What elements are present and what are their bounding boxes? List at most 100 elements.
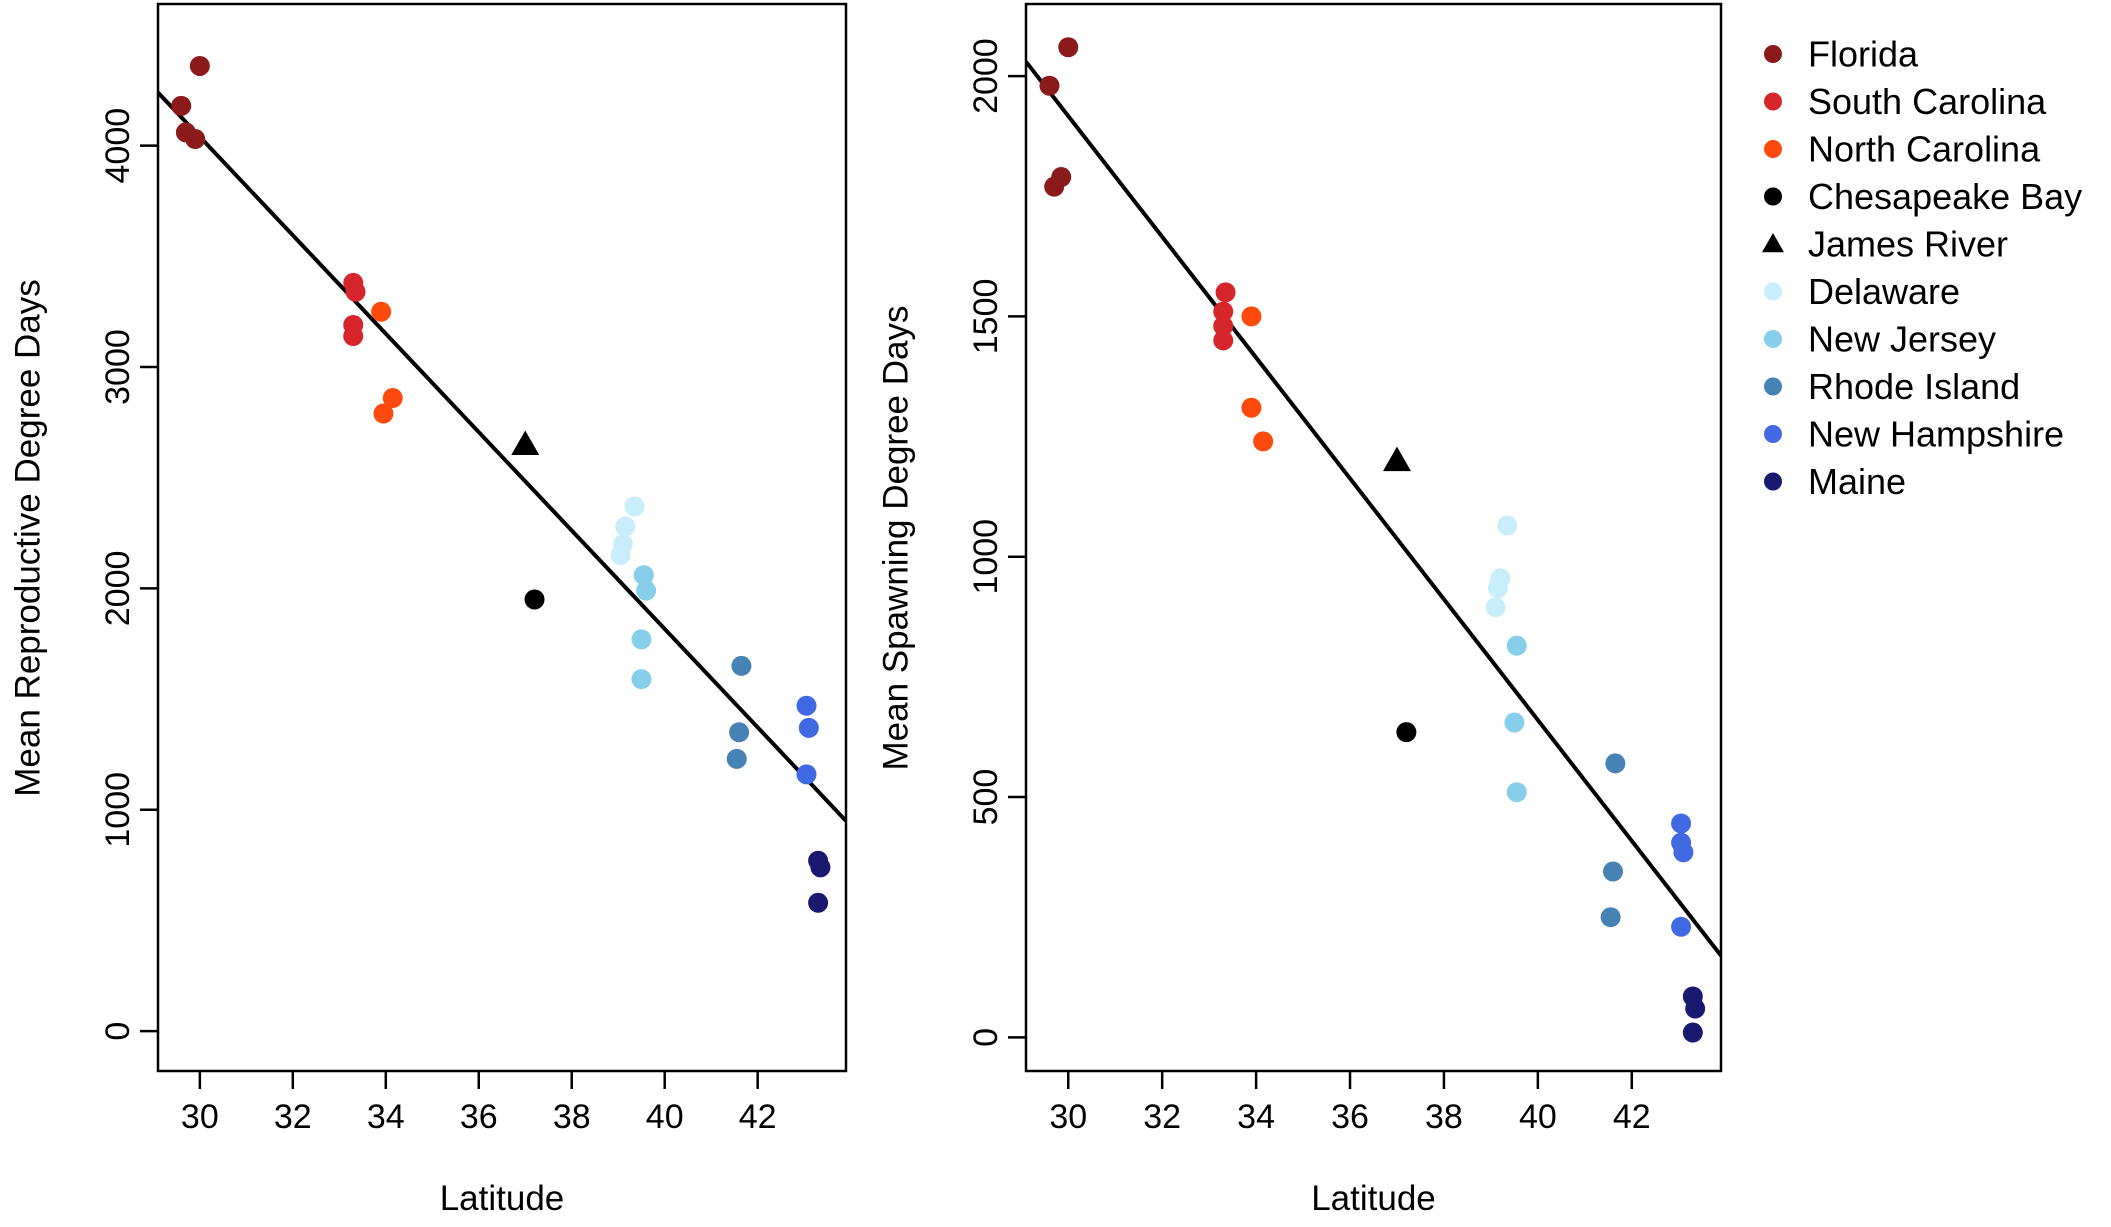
x-tick-label: 34 xyxy=(367,1098,405,1136)
x-axis-label: Latitude xyxy=(1311,1179,1436,1218)
point-james-river xyxy=(1382,446,1411,472)
point-rhode-island xyxy=(731,655,752,676)
point-new-hampshire xyxy=(1673,842,1694,863)
plot-area xyxy=(158,55,846,913)
x-tick-label: 32 xyxy=(274,1098,312,1136)
point-new-jersey xyxy=(1506,782,1527,803)
point-delaware xyxy=(1487,577,1508,598)
legend-marker-rhode-island xyxy=(1764,377,1782,396)
x-tick-label: 40 xyxy=(1519,1098,1557,1136)
point-chesapeake-bay xyxy=(524,589,545,610)
point-new-jersey xyxy=(633,565,654,586)
y-tick-label: 500 xyxy=(967,769,1005,826)
point-south-carolina xyxy=(1215,282,1236,303)
legend-marker-new-hampshire xyxy=(1764,425,1782,443)
point-delaware xyxy=(1485,597,1506,618)
legend-marker-delaware xyxy=(1764,282,1782,301)
point-south-carolina xyxy=(345,281,366,302)
point-south-carolina xyxy=(1213,330,1234,351)
point-florida xyxy=(1039,75,1060,96)
reproductive-degree-days-panel: 30 32 34 36 38 40 42 0 1000 2000 3000 4000 Latitude M… xyxy=(9,2,848,1218)
point-delaware xyxy=(615,516,636,537)
plot-frame xyxy=(1024,2,1723,1073)
spawning-degree-days-panel: 30 32 34 36 38 40 42 0 500 1000 1500 2000 Latitude Me… xyxy=(877,2,1723,1218)
point-maine xyxy=(808,892,829,913)
x-tick-label: 42 xyxy=(1613,1098,1651,1136)
point-new-hampshire xyxy=(798,717,819,738)
legend-label-maine: Maine xyxy=(1808,461,1906,502)
legend-marker-florida xyxy=(1764,45,1782,63)
point-north-carolina xyxy=(371,301,392,322)
point-chesapeake-bay xyxy=(1396,722,1417,743)
point-rhode-island xyxy=(1602,861,1623,882)
point-north-carolina xyxy=(373,403,394,424)
y-tick-label: 2000 xyxy=(967,38,1005,114)
legend-label-rhode-island: Rhode Island xyxy=(1808,366,2020,407)
x-tick-label: 38 xyxy=(553,1098,591,1136)
point-new-jersey xyxy=(631,669,652,690)
y-axis-label: Mean Spawning Degree Days xyxy=(877,306,916,771)
point-new-jersey xyxy=(631,629,652,650)
point-maine xyxy=(1682,1022,1703,1043)
point-new-hampshire xyxy=(796,695,817,716)
legend-label-chesapeake-bay: Chesapeake Bay xyxy=(1808,176,2082,217)
y-axis-label: Mean Reproductive Degree Days xyxy=(9,279,48,796)
point-south-carolina xyxy=(1213,316,1234,337)
point-south-carolina xyxy=(1213,301,1234,322)
point-rhode-island xyxy=(729,722,750,743)
point-maine xyxy=(1685,998,1706,1019)
legend-label-new-hampshire: New Hampshire xyxy=(1808,414,2064,455)
y-tick-label: 3000 xyxy=(99,329,137,405)
x-tick-label: 30 xyxy=(181,1098,219,1136)
point-florida xyxy=(189,55,210,76)
x-tick-label: 40 xyxy=(646,1098,684,1136)
legend-label-new-jersey: New Jersey xyxy=(1808,319,1996,360)
x-tick-label: 32 xyxy=(1143,1098,1181,1136)
point-new-hampshire xyxy=(1671,916,1692,937)
x-tick-label: 36 xyxy=(1331,1098,1369,1136)
x-tick-label: 34 xyxy=(1237,1098,1275,1136)
y-tick-label: 2000 xyxy=(99,551,137,627)
x-axis-label: Latitude xyxy=(440,1179,565,1218)
regression-line xyxy=(158,91,846,823)
x-tick-label: 30 xyxy=(1049,1098,1087,1136)
legend-label-james-river: James River xyxy=(1808,224,2008,265)
point-south-carolina xyxy=(343,326,364,347)
plot-area xyxy=(1026,37,1721,1043)
point-new-hampshire xyxy=(1671,813,1692,834)
legend-marker-new-jersey xyxy=(1764,330,1782,348)
point-new-jersey xyxy=(1506,635,1527,656)
point-delaware xyxy=(624,496,645,517)
legend-label-florida: Florida xyxy=(1808,34,1919,75)
legend-marker-chesapeake-bay xyxy=(1764,187,1782,206)
point-florida xyxy=(171,95,192,116)
point-rhode-island xyxy=(1600,907,1621,928)
legend-marker-maine xyxy=(1764,472,1782,491)
point-north-carolina xyxy=(382,388,403,409)
y-tick-label: 4000 xyxy=(99,108,137,184)
x-tick-label: 36 xyxy=(460,1098,498,1136)
point-delaware xyxy=(1497,515,1518,536)
legend: Florida South Carolina North Carolina Chesa… xyxy=(1762,34,2082,502)
y-tick-label: 0 xyxy=(99,1022,137,1041)
legend-marker-south-carolina xyxy=(1764,92,1782,111)
point-rhode-island xyxy=(1605,753,1626,774)
y-tick-label: 1000 xyxy=(99,772,137,848)
point-james-river xyxy=(511,430,540,456)
regression-line xyxy=(1026,60,1721,957)
point-new-jersey xyxy=(1504,712,1525,733)
point-north-carolina xyxy=(1241,397,1262,418)
point-maine xyxy=(810,857,831,878)
point-florida xyxy=(1058,37,1079,58)
plot-frame xyxy=(156,2,848,1073)
point-new-hampshire xyxy=(796,764,817,785)
x-tick-label: 42 xyxy=(739,1098,777,1136)
point-florida xyxy=(1051,167,1072,188)
y-tick-label: 0 xyxy=(967,1028,1005,1047)
point-north-carolina xyxy=(1241,306,1262,327)
legend-marker-north-carolina xyxy=(1764,140,1782,158)
y-tick-label: 1500 xyxy=(967,279,1005,355)
point-new-jersey xyxy=(636,580,657,601)
point-rhode-island xyxy=(726,748,747,769)
